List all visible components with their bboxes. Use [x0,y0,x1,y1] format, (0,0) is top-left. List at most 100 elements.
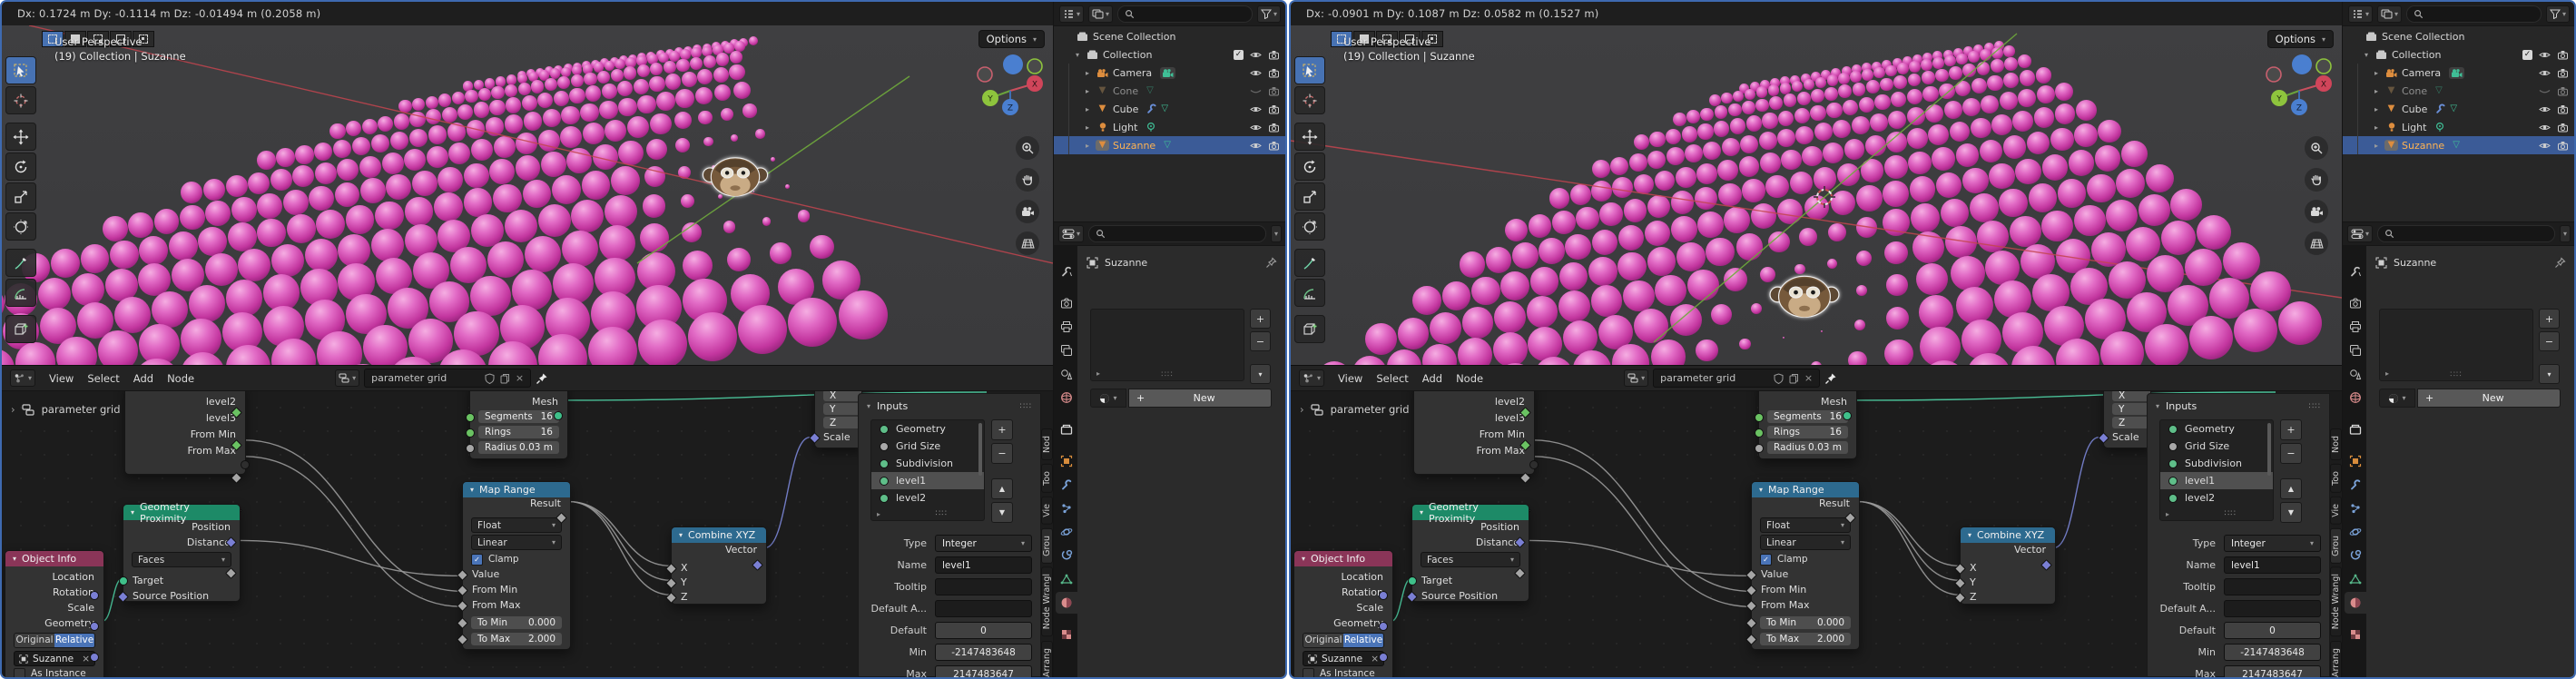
tool-move-button[interactable] [5,123,36,151]
socket[interactable] [1755,428,1764,438]
group-inputs-list[interactable]: Geometry Grid Size Subdivision level1 level2… [870,419,985,521]
outliner-item-label[interactable]: Light [1113,121,1138,133]
outliner-item-label[interactable]: Cube [2402,103,2428,115]
group-input-item-level1[interactable]: level1 [2160,472,2273,489]
socket[interactable] [466,444,475,453]
default-a--value[interactable] [935,600,1032,617]
pan-hand-icon[interactable] [1016,168,1039,192]
type-value[interactable]: Integer ▾ [935,535,1032,552]
geometry-proximity-node[interactable]: ▾ Geometry Proximity Position Distance Fa… [1406,501,1529,603]
eye-open-icon[interactable] [1250,51,1262,59]
render-visibility-icon[interactable] [1268,68,1280,78]
properties-tab-texture[interactable] [1056,624,1077,645]
remove-input-button[interactable]: − [2280,443,2302,464]
group-input-item-grid-size[interactable]: Grid Size [2160,438,2273,455]
checkbox-checked-icon[interactable]: ✓ [1760,553,1772,566]
menu-node[interactable]: Node [167,371,195,385]
copy-icon[interactable] [500,373,510,384]
node-editor-canvas[interactable]: › parameter grid level2 level3 From Min … [2,390,1053,677]
unlink-icon[interactable]: × [515,372,525,384]
properties-options-dropdown[interactable]: ▾ [2559,225,2571,242]
properties-tab-material[interactable] [1056,592,1077,614]
add-input-button[interactable]: + [2280,419,2302,440]
eye-open-icon[interactable] [1250,69,1262,77]
node-field[interactable]: To Min 0.000 [471,616,562,629]
outliner-row-collection[interactable]: ▾ Collection ✓ [2343,45,2574,64]
properties-search-input[interactable] [2377,225,2555,242]
socket[interactable] [665,576,677,589]
socket[interactable] [809,431,821,444]
options-button[interactable]: Options ▾ [978,30,1045,48]
outliner-display-mode-dropdown[interactable]: ▾ [2348,5,2374,23]
outliner-item-label[interactable]: Scene Collection [1093,30,1176,43]
properties-tab-object[interactable] [1056,450,1077,472]
properties-tab-constraints[interactable] [2345,545,2366,566]
outliner-row-cone[interactable]: ▸ ▼ Cone ▽ [1054,82,1285,100]
options-button[interactable]: Options ▾ [2266,30,2334,48]
outliner-row-cone[interactable]: ▸ ▼ Cone ▽ [2343,82,2574,100]
browse-material-dropdown[interactable]: ▾ [1090,389,1126,408]
render-visibility-icon[interactable] [2557,68,2569,78]
viewport-3d[interactable]: Dx: -0.0901 m Dy: 0.1087 m Dz: 0.0582 m … [1291,2,2342,365]
slot-specials-dropdown[interactable]: ▾ [2539,364,2560,384]
socket[interactable] [457,568,468,581]
original-option[interactable]: Original [1303,634,1343,647]
socket[interactable] [1954,591,1966,604]
suzanne-mesh[interactable] [1767,269,1842,327]
node-editor-canvas[interactable]: › parameter grid level2 level3 From Min … [1291,390,2342,677]
interpolation-dropdown[interactable]: Linear ▾ [1760,535,1851,550]
sidebar-tab-grou[interactable]: Grou [1041,527,1053,564]
properties-tab-render[interactable] [2345,292,2366,314]
group-input-node[interactable]: level2 level3 From Min From Max [1413,390,1539,517]
drag-grip-icon[interactable]: ∷∷ [1019,401,1032,411]
tool-rotate-button[interactable] [5,153,36,181]
socket[interactable] [1408,576,1417,586]
map-range-node[interactable]: ▾ Map Range Result Float ▾ Linear ▾ ✓ Clamp… [1745,481,1860,650]
remove-slot-button[interactable]: − [1250,331,1271,351]
expand-icon[interactable]: ▸ [877,509,881,518]
remove-input-button[interactable]: − [991,443,1013,464]
breadcrumb-object-name[interactable]: Suzanne [1105,257,1148,269]
sidebar-tab-nod[interactable]: Nod [1041,428,1053,460]
add-input-button[interactable]: + [991,419,1013,440]
tool-add-cube-button[interactable] [1294,315,1325,343]
group-input-item-level1[interactable]: level1 [871,472,984,489]
eye-open-icon[interactable] [2539,69,2551,77]
combine-xyz-node[interactable]: ▾ Combine XYZ Vector X Y Z [1954,526,2056,605]
zoom-icon[interactable] [1016,136,1039,160]
clamp-checkbox[interactable]: ✓ Clamp [1760,553,1808,566]
virtual-socket[interactable] [1529,460,1539,469]
eye-closed-icon[interactable] [2539,87,2551,95]
node-field[interactable]: Segments 16 [478,410,559,423]
socket[interactable] [457,599,468,612]
menu-select[interactable]: Select [1376,371,1409,385]
group-input-item-geometry[interactable]: Geometry [871,420,984,438]
target-element-dropdown[interactable]: Faces ▾ [132,552,231,567]
socket[interactable] [457,584,468,596]
expand-icon[interactable]: ▸ [2374,86,2378,95]
collapse-icon[interactable]: › [11,403,15,416]
relative-option[interactable]: Relative [1343,634,1383,647]
outliner-item-label[interactable]: Collection [2392,48,2442,61]
outliner-item-label[interactable]: Cone [1113,84,1139,97]
clear-object-icon[interactable]: × [1371,653,1379,664]
collapse-icon[interactable]: › [1300,403,1304,416]
properties-editor-type-dropdown[interactable]: ▾ [1058,225,1085,242]
properties-tab-world[interactable] [2345,387,2366,408]
max-value[interactable]: 2147483647 [2224,665,2321,677]
socket[interactable] [117,590,129,603]
collection-checkbox[interactable]: ✓ [1234,49,1244,60]
expand-icon[interactable]: ▸ [1085,86,1089,95]
max-value[interactable]: 2147483647 [935,665,1032,677]
sidebar-tab-arrang[interactable]: Arrang [2330,640,2342,677]
min-value[interactable]: -2147483648 [2224,644,2321,661]
select-mode-invert[interactable] [1399,31,1421,47]
node-header[interactable]: ▾ Combine XYZ [672,527,766,543]
outliner-row-suzanne[interactable]: ▸ ▼ Suzanne ▽ [2343,136,2574,154]
outliner-row-suzanne[interactable]: ▸ ▼ Suzanne ▽ [1054,136,1285,154]
checkbox-icon[interactable] [14,667,25,677]
combine-xyz-node[interactable]: ▾ Combine XYZ Vector X Y Z [665,526,767,605]
outliner-search-input[interactable] [1117,5,1253,23]
as-instance-checkbox[interactable]: As Instance [1303,667,1375,677]
object-field[interactable]: Suzanne × [1303,651,1384,666]
